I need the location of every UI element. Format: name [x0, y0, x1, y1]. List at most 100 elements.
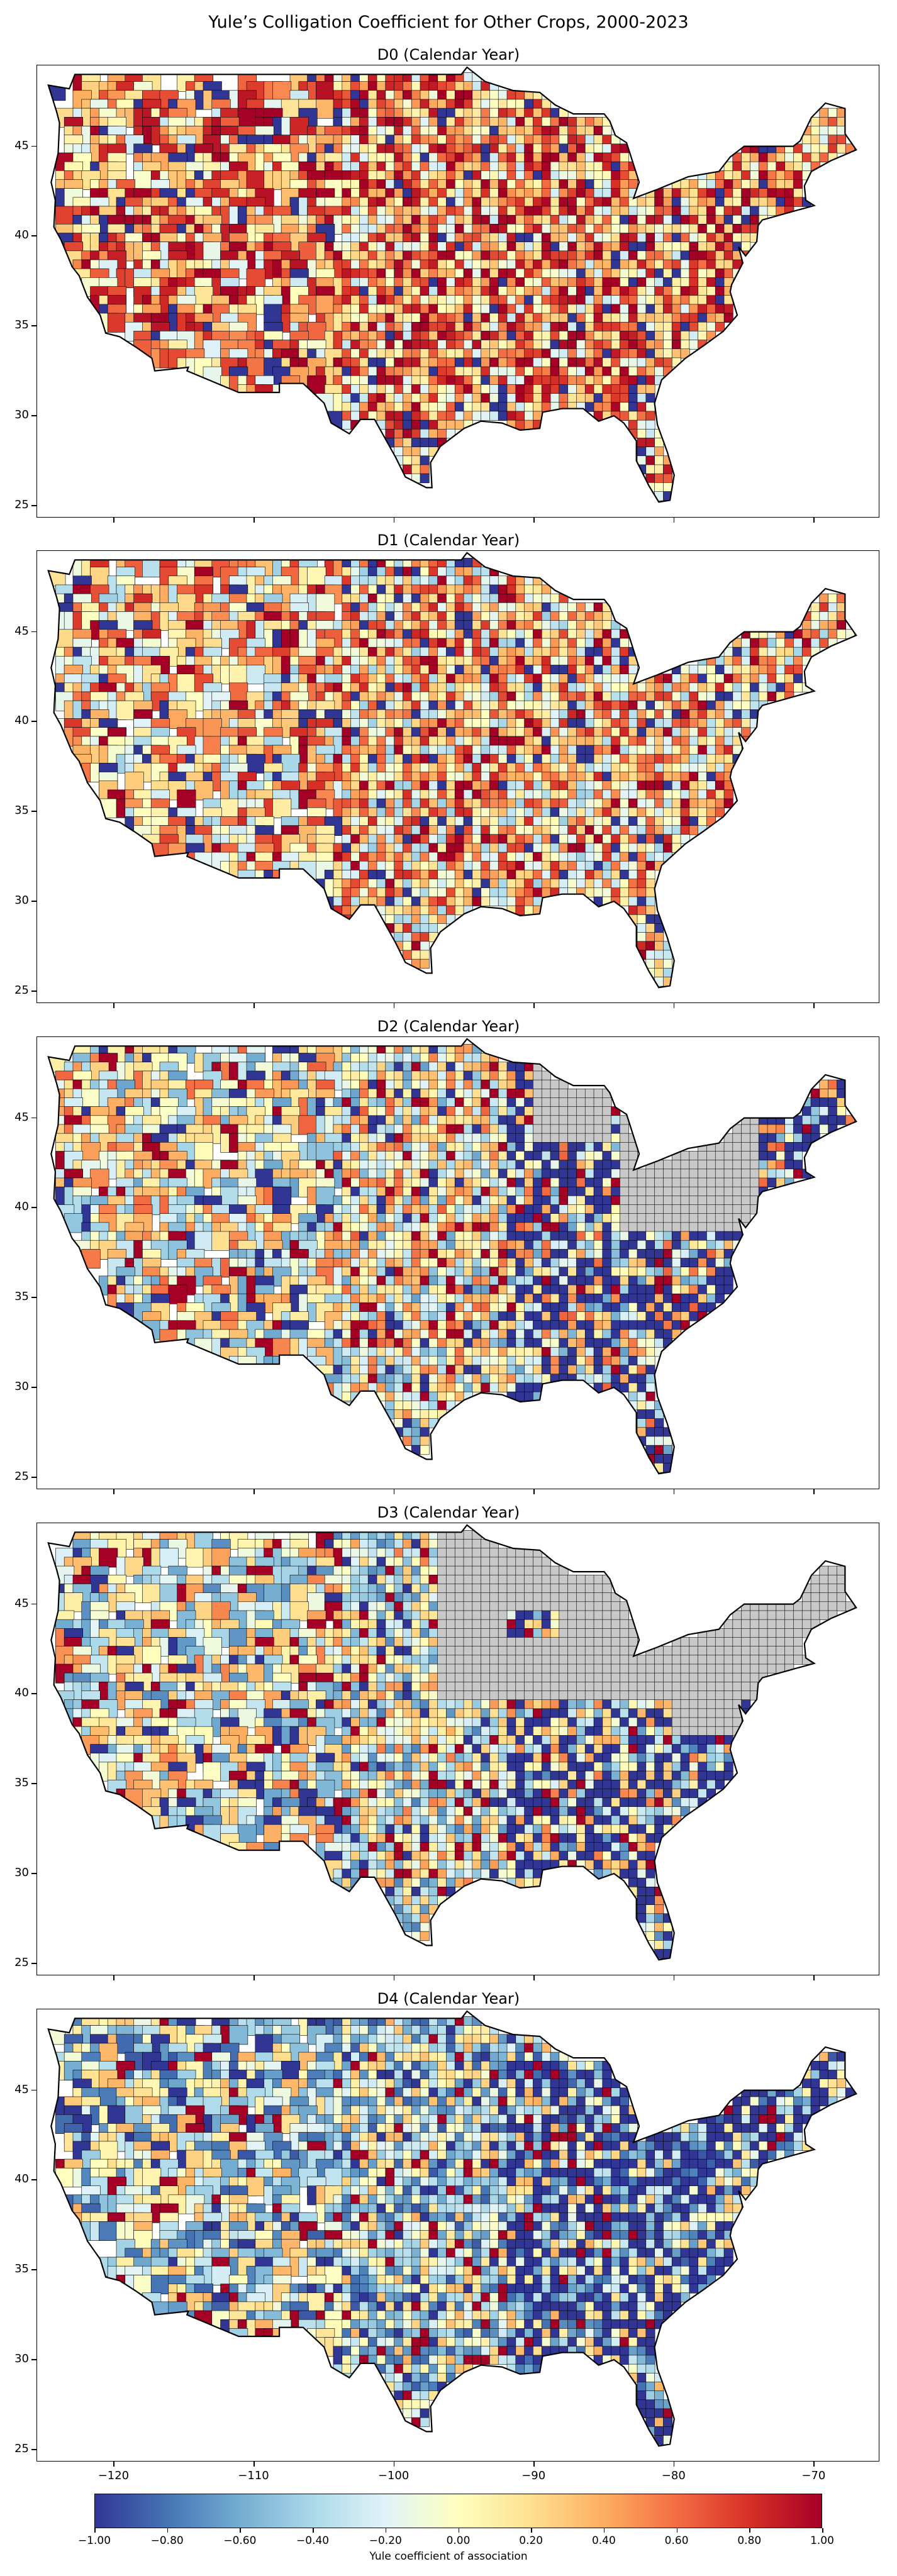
y-tick-label: 35: [14, 2262, 29, 2276]
panel-title: D0 (Calendar Year): [377, 46, 520, 64]
panel-title: D1 (Calendar Year): [377, 531, 520, 549]
figure-title: Yule’s Colligation Coefficient for Other…: [208, 13, 689, 32]
map-panel: [36, 2009, 879, 2462]
colorbar-tick: [167, 2528, 169, 2533]
y-tick-label: 25: [14, 1956, 29, 1969]
y-tick-label: 35: [14, 318, 29, 332]
y-tick-label: 35: [14, 1290, 29, 1304]
county-choropleth: [47, 1038, 857, 1475]
x-tick: [113, 1489, 114, 1494]
colorbar-tick: [313, 2528, 314, 2533]
y-tick: [31, 1873, 36, 1874]
county-choropleth: [47, 2010, 857, 2447]
county-cells: [55, 1530, 855, 1959]
y-tick-label: 40: [14, 2172, 29, 2186]
colorbar-tick-label: 0.20: [519, 2534, 543, 2547]
y-tick: [31, 1297, 36, 1298]
x-tick: [393, 518, 395, 523]
county-choropleth: [47, 1524, 857, 1961]
x-tick: [813, 518, 815, 523]
colorbar-tick: [531, 2528, 532, 2533]
y-tick-label: 45: [14, 624, 29, 638]
map-panel: [36, 1523, 879, 1975]
colorbar-tick: [240, 2528, 241, 2533]
county-cells: [48, 72, 855, 501]
colorbar-tick-label: −1.00: [77, 2534, 111, 2547]
map-panel: [36, 550, 879, 1003]
x-tick-label: −110: [238, 2469, 269, 2482]
x-tick-label: −70: [801, 2469, 826, 2482]
colorbar-tick-label: 0.40: [591, 2534, 616, 2547]
x-tick: [254, 1975, 255, 1980]
colorbar-tick: [676, 2528, 678, 2533]
colorbar-tick-label: −0.20: [369, 2534, 402, 2547]
colorbar-tick-label: −0.40: [296, 2534, 330, 2547]
y-tick: [31, 1387, 36, 1388]
panel-title: D3 (Calendar Year): [377, 1504, 520, 1521]
y-tick-label: 45: [14, 1596, 29, 1610]
y-tick-label: 30: [14, 894, 29, 908]
us-outline: [47, 1524, 857, 1961]
y-tick-label: 35: [14, 1776, 29, 1790]
y-tick: [31, 901, 36, 902]
county-choropleth: [47, 552, 857, 989]
x-tick: [254, 2462, 255, 2467]
x-tick: [673, 1003, 675, 1008]
y-tick: [31, 415, 36, 416]
x-tick: [813, 2462, 815, 2467]
y-tick-label: 40: [14, 228, 29, 242]
y-tick: [31, 235, 36, 236]
x-tick: [113, 1975, 114, 1980]
x-tick: [533, 1489, 535, 1494]
y-tick-label: 30: [14, 408, 29, 422]
y-tick: [31, 2359, 36, 2360]
y-tick: [31, 1603, 36, 1605]
colorbar-title: Yule coefficient of association: [369, 2550, 528, 2563]
y-tick-label: 25: [14, 1470, 29, 1483]
panel-title: D4 (Calendar Year): [377, 1990, 520, 2007]
y-tick-label: 45: [14, 2082, 29, 2096]
colorbar-tick-label: 1.00: [810, 2534, 834, 2547]
y-tick-label: 25: [14, 984, 29, 997]
x-tick: [254, 1003, 255, 1008]
y-tick: [31, 145, 36, 147]
y-tick: [31, 505, 36, 506]
y-tick-label: 40: [14, 1200, 29, 1214]
y-tick-label: 35: [14, 804, 29, 818]
x-tick: [254, 518, 255, 523]
colorbar-tick: [385, 2528, 387, 2533]
x-tick: [673, 2462, 675, 2467]
y-tick-label: 30: [14, 1866, 29, 1880]
y-tick-label: 25: [14, 498, 29, 511]
y-tick-label: 40: [14, 1686, 29, 1700]
x-tick: [533, 518, 535, 523]
x-tick: [113, 2462, 114, 2467]
x-tick-label: −120: [98, 2469, 130, 2482]
x-tick: [393, 1975, 395, 1980]
x-tick: [813, 1003, 815, 1008]
colorbar-tick: [94, 2528, 96, 2533]
y-tick: [31, 2269, 36, 2270]
y-tick: [31, 811, 36, 812]
y-tick: [31, 1963, 36, 1964]
y-tick: [31, 2449, 36, 2450]
x-tick: [113, 1003, 114, 1008]
y-tick: [31, 1117, 36, 1119]
colorbar-tick-label: 0.00: [446, 2534, 471, 2547]
y-tick: [31, 721, 36, 722]
colorbar-tick-label: 0.80: [737, 2534, 762, 2547]
y-tick: [31, 1783, 36, 1784]
colorbar-tick: [603, 2528, 605, 2533]
x-tick-label: −90: [521, 2469, 546, 2482]
county-cells: [48, 2016, 855, 2445]
y-tick: [31, 1207, 36, 1208]
y-tick: [31, 631, 36, 633]
x-tick: [533, 1975, 535, 1980]
county-cells: [48, 558, 855, 987]
colorbar-tick: [458, 2528, 459, 2533]
x-tick: [673, 1975, 675, 1980]
y-tick-label: 30: [14, 2352, 29, 2366]
x-tick: [673, 518, 675, 523]
y-tick-label: 25: [14, 2442, 29, 2455]
y-tick: [31, 1477, 36, 1478]
